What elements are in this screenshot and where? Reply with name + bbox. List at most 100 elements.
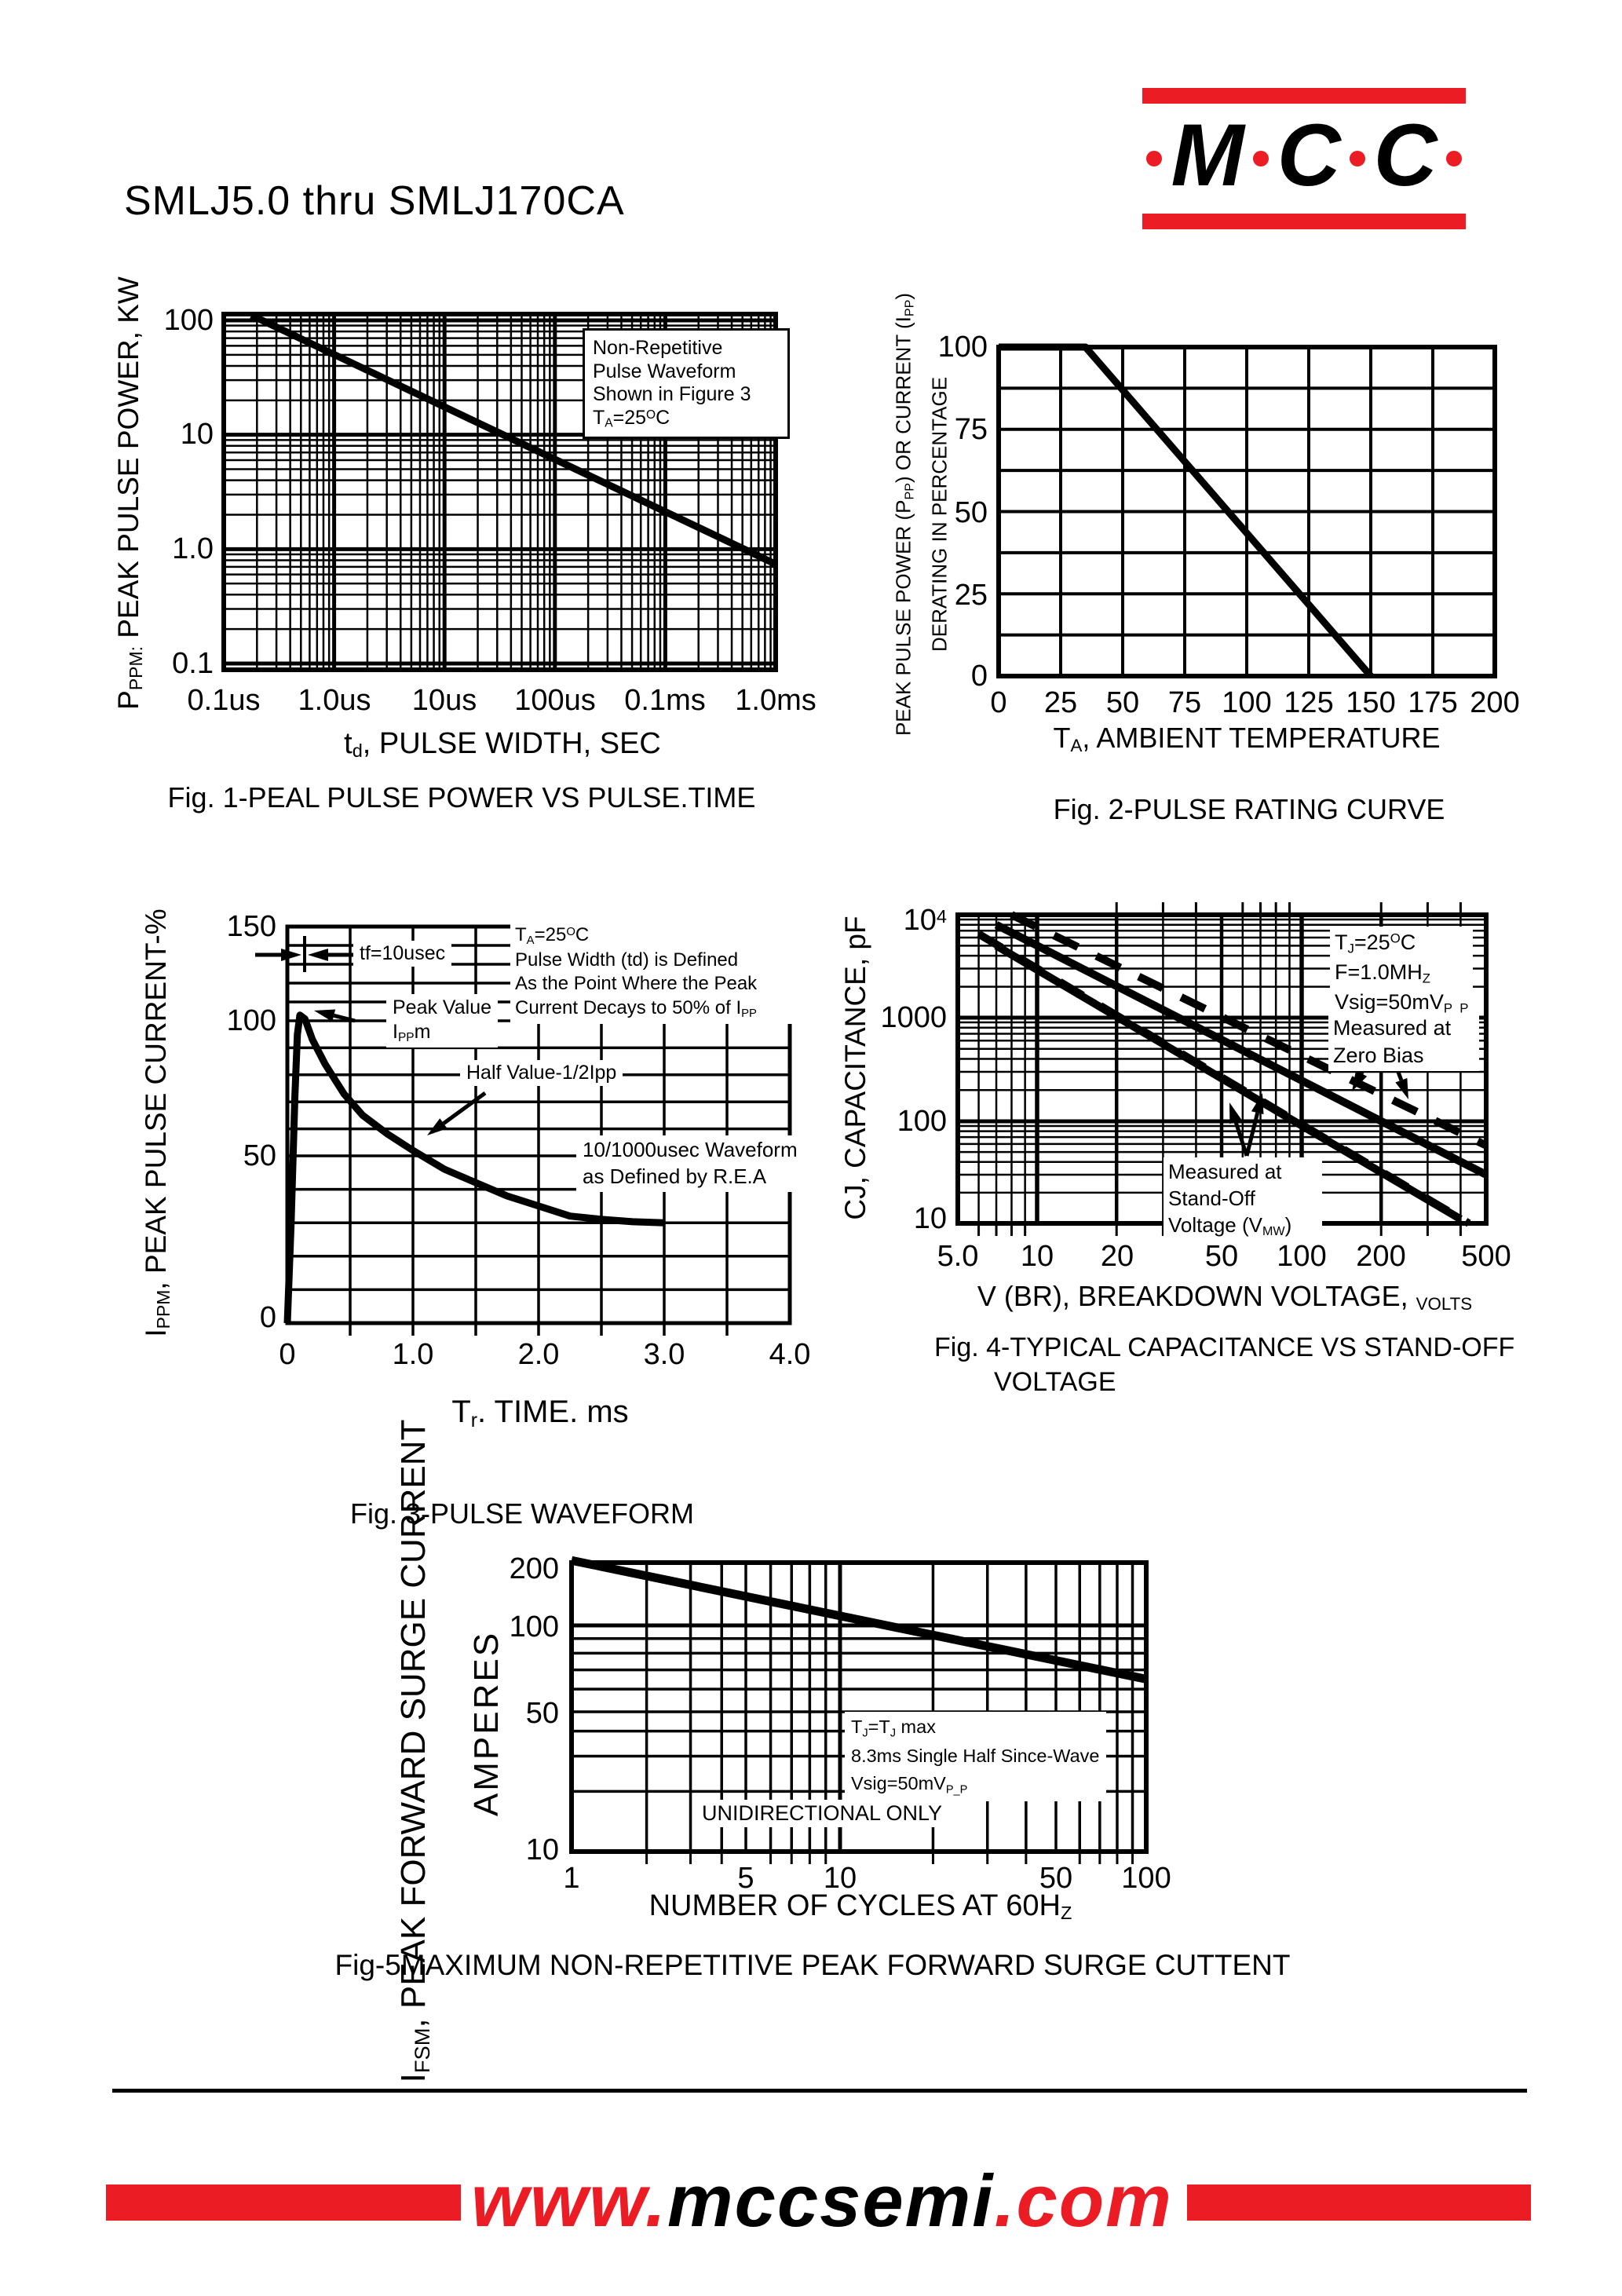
fig5-x-axis-label: NUMBER OF CYCLES AT 60HZ: [648, 1888, 1072, 1924]
fig4-x-tick-0: 5.0: [937, 1240, 979, 1273]
fig2-x-tick-4: 100: [1222, 686, 1272, 719]
fig2-y-axis-label-line1: PEAK PULSE POWER (PPP) OR CURRENT (IPP): [891, 292, 917, 737]
fig2-x-tick-3: 75: [1167, 686, 1202, 719]
peak-pulse-power: [250, 312, 777, 568]
fig5-condition-box: TJ=TJ max 8.3ms Single Half Since-Wave V…: [845, 1712, 1106, 1801]
fig2-plot: [996, 343, 1497, 678]
derating-curve: [999, 343, 1374, 678]
fig3-x-tick-4: 4.0: [769, 1338, 811, 1371]
fig1-note-line: TA=25OC: [593, 406, 670, 430]
fig1-y-tick-1: 10: [180, 418, 214, 451]
fig5-condition-line: TJ=TJ max: [851, 1717, 936, 1740]
fig4-standoff-box: Measured at Stand-Off Voltage (VMW): [1164, 1157, 1322, 1241]
surge-current: [570, 1556, 1148, 1684]
fig5-x-tick-2: 10: [823, 1862, 857, 1895]
fig3-caption: Fig. 3-PULSE WAVEFORM: [349, 1497, 695, 1530]
fig3-condition-line: Current Decays to 50% of IPP: [515, 996, 757, 1020]
fig5-y-tick-3: 10: [525, 1834, 559, 1866]
fig4-caption: Fig. 4-TYPICAL CAPACITANCE VS STAND-OFF …: [934, 1330, 1514, 1399]
logo-letters: M C C: [1142, 104, 1466, 214]
logo-top-bar: [1142, 88, 1466, 104]
fig4-standoff-line: Voltage (VMW): [1168, 1212, 1292, 1238]
fig3-half-value-label: Half Value-1/2Ipp: [460, 1060, 623, 1086]
logo-letter: C: [1277, 106, 1341, 204]
fig5-condition-line: 8.3ms Single Half Since-Wave: [851, 1746, 1100, 1767]
fig5-x-tick-1: 5: [737, 1862, 754, 1895]
fig3-peak-label: Peak Value IPPm: [386, 994, 499, 1047]
fig5-amperes-label: AMPERES: [467, 1630, 506, 1817]
fig3-condition-line: Pulse Width (td) is Defined: [515, 949, 739, 971]
fig3-peak-line: IPPm: [393, 1021, 431, 1045]
fig4-y-tick-1: 1000: [880, 1001, 947, 1034]
fig3-x-tick-2: 2.0: [517, 1338, 560, 1371]
fig4-condition-line: F=1.0MHZ: [1335, 960, 1431, 986]
fig3-peak-line: Peak Value: [393, 996, 492, 1018]
fig2-y-tick-4: 0: [970, 660, 988, 693]
fig5-unidirectional-label: UNIDIRECTIONAL ONLY: [694, 1800, 951, 1827]
fig2-x-tick-5: 125: [1284, 686, 1334, 719]
fig3-x-tick-3: 3.0: [643, 1338, 685, 1371]
fig1-note-line: Non-Repetitive: [593, 337, 723, 359]
fig3-y-tick-3: 0: [259, 1301, 276, 1334]
fig1-y-tick-0: 100: [163, 304, 214, 337]
fig2-caption: Fig. 2-PULSE RATING CURVE: [1053, 793, 1445, 825]
footer-url-com: .com: [994, 2159, 1173, 2242]
fig2-y-axis-label-line2: DERATING IN PERCENTAGE: [927, 376, 952, 653]
fig4-y-tick-3: 10: [913, 1202, 947, 1235]
fig5-x-tick-3: 50: [1039, 1862, 1073, 1895]
fig1-x-tick-5: 1.0ms: [735, 684, 816, 717]
fig4-x-tick-2: 20: [1100, 1240, 1134, 1273]
fig4-x-tick-5: 200: [1356, 1240, 1406, 1273]
fig3-rea-box: 10/1000usec Waveform as Defined by R.E.A: [576, 1135, 804, 1192]
fig1-note-line: Pulse Waveform: [593, 360, 736, 382]
logo-letter: M: [1171, 106, 1244, 204]
fig3-condition-box: TA=25OC Pulse Width (td) is Defined As t…: [510, 920, 812, 1025]
fig3-x-tick-0: 0: [279, 1338, 296, 1371]
fig3-rea-line: 10/1000usec Waveform: [583, 1138, 798, 1161]
fig1-caption: Fig. 1-PEAL PULSE POWER VS PULSE.TIME: [167, 781, 756, 813]
logo-dot-icon: [1445, 151, 1462, 166]
fig5-y-axis-label: IFSM, PEAK FORWARD SURGE CURRENT: [393, 1419, 435, 2083]
fig2-x-tick-7: 175: [1408, 686, 1458, 719]
capacitance-zero-bias-dashed: [1010, 911, 1489, 1150]
fig4-caption-line1: Fig. 4-TYPICAL CAPACITANCE VS STAND-OFF: [934, 1333, 1515, 1362]
fig3-x-axis-label: Tr. TIME. ms: [451, 1395, 629, 1431]
fig3-y-tick-0: 150: [226, 910, 276, 943]
fig5-caption: Fig-5MAXIMUM NON-REPETITIVE PEAK FORWARD…: [334, 1949, 1291, 1981]
fig3-condition-line: As the Point Where the Peak: [515, 973, 758, 995]
fig3-x-tick-1: 1.0: [392, 1338, 434, 1371]
footer-url-domain: mccsemi: [667, 2159, 995, 2242]
fig2-x-tick-8: 200: [1470, 686, 1520, 719]
fig4-x-tick-6: 500: [1461, 1240, 1511, 1273]
logo-bottom-bar: [1142, 214, 1466, 229]
fig5-y-tick-0: 200: [509, 1552, 559, 1585]
fig4-condition-box: TJ=25OC F=1.0MHZ Vsig=50mVP_P: [1330, 927, 1474, 1020]
logo-dot-icon: [1349, 151, 1365, 166]
fig1-x-tick-2: 10us: [411, 684, 477, 717]
fig5-condition-line: Vsig=50mVP_P: [851, 1773, 968, 1797]
fig4-condition-line: TJ=25OC: [1335, 930, 1416, 956]
fig4-y-axis-label: CJ, CAPACITANCE, pF: [839, 916, 871, 1220]
fig3-y-axis-label: IPPM, PEAK PULSE CURRENT-%: [139, 909, 174, 1337]
fig5-y-tick-1: 100: [509, 1610, 559, 1643]
fig1-x-axis-label: td, PULSE WIDTH, SEC: [344, 726, 661, 762]
fig2-x-tick-1: 25: [1043, 686, 1078, 719]
fig1-x-tick-0: 0.1us: [187, 684, 261, 717]
footer-red-bar-right: [1187, 2184, 1531, 2221]
fig3-condition-line: TA=25OC: [515, 924, 590, 947]
fig1-note-line: Shown in Figure 3: [593, 383, 751, 405]
fig2-y-tick-1: 75: [954, 413, 988, 446]
fig5-x-tick-0: 1: [563, 1862, 580, 1895]
footer-url-www: www.: [471, 2159, 667, 2242]
fig1-y-tick-3: 0.1: [172, 647, 214, 680]
fig1-x-tick-1: 1.0us: [298, 684, 371, 717]
fig1-note-box: Non-Repetitive Pulse Waveform Shown in F…: [583, 328, 790, 440]
fig5-x-tick-4: 100: [1121, 1862, 1171, 1895]
fig1-x-tick-4: 0.1ms: [624, 684, 706, 717]
fig2-x-axis-label: TA, AMBIENT TEMPERATURE: [1053, 721, 1441, 756]
mcc-logo: M C C: [1142, 88, 1466, 229]
fig4-x-tick-4: 100: [1277, 1240, 1327, 1273]
fig4-x-axis-label: V (BR), BREAKDOWN VOLTAGE, VOLTS: [977, 1279, 1473, 1314]
fig2-x-tick-6: 150: [1346, 686, 1396, 719]
